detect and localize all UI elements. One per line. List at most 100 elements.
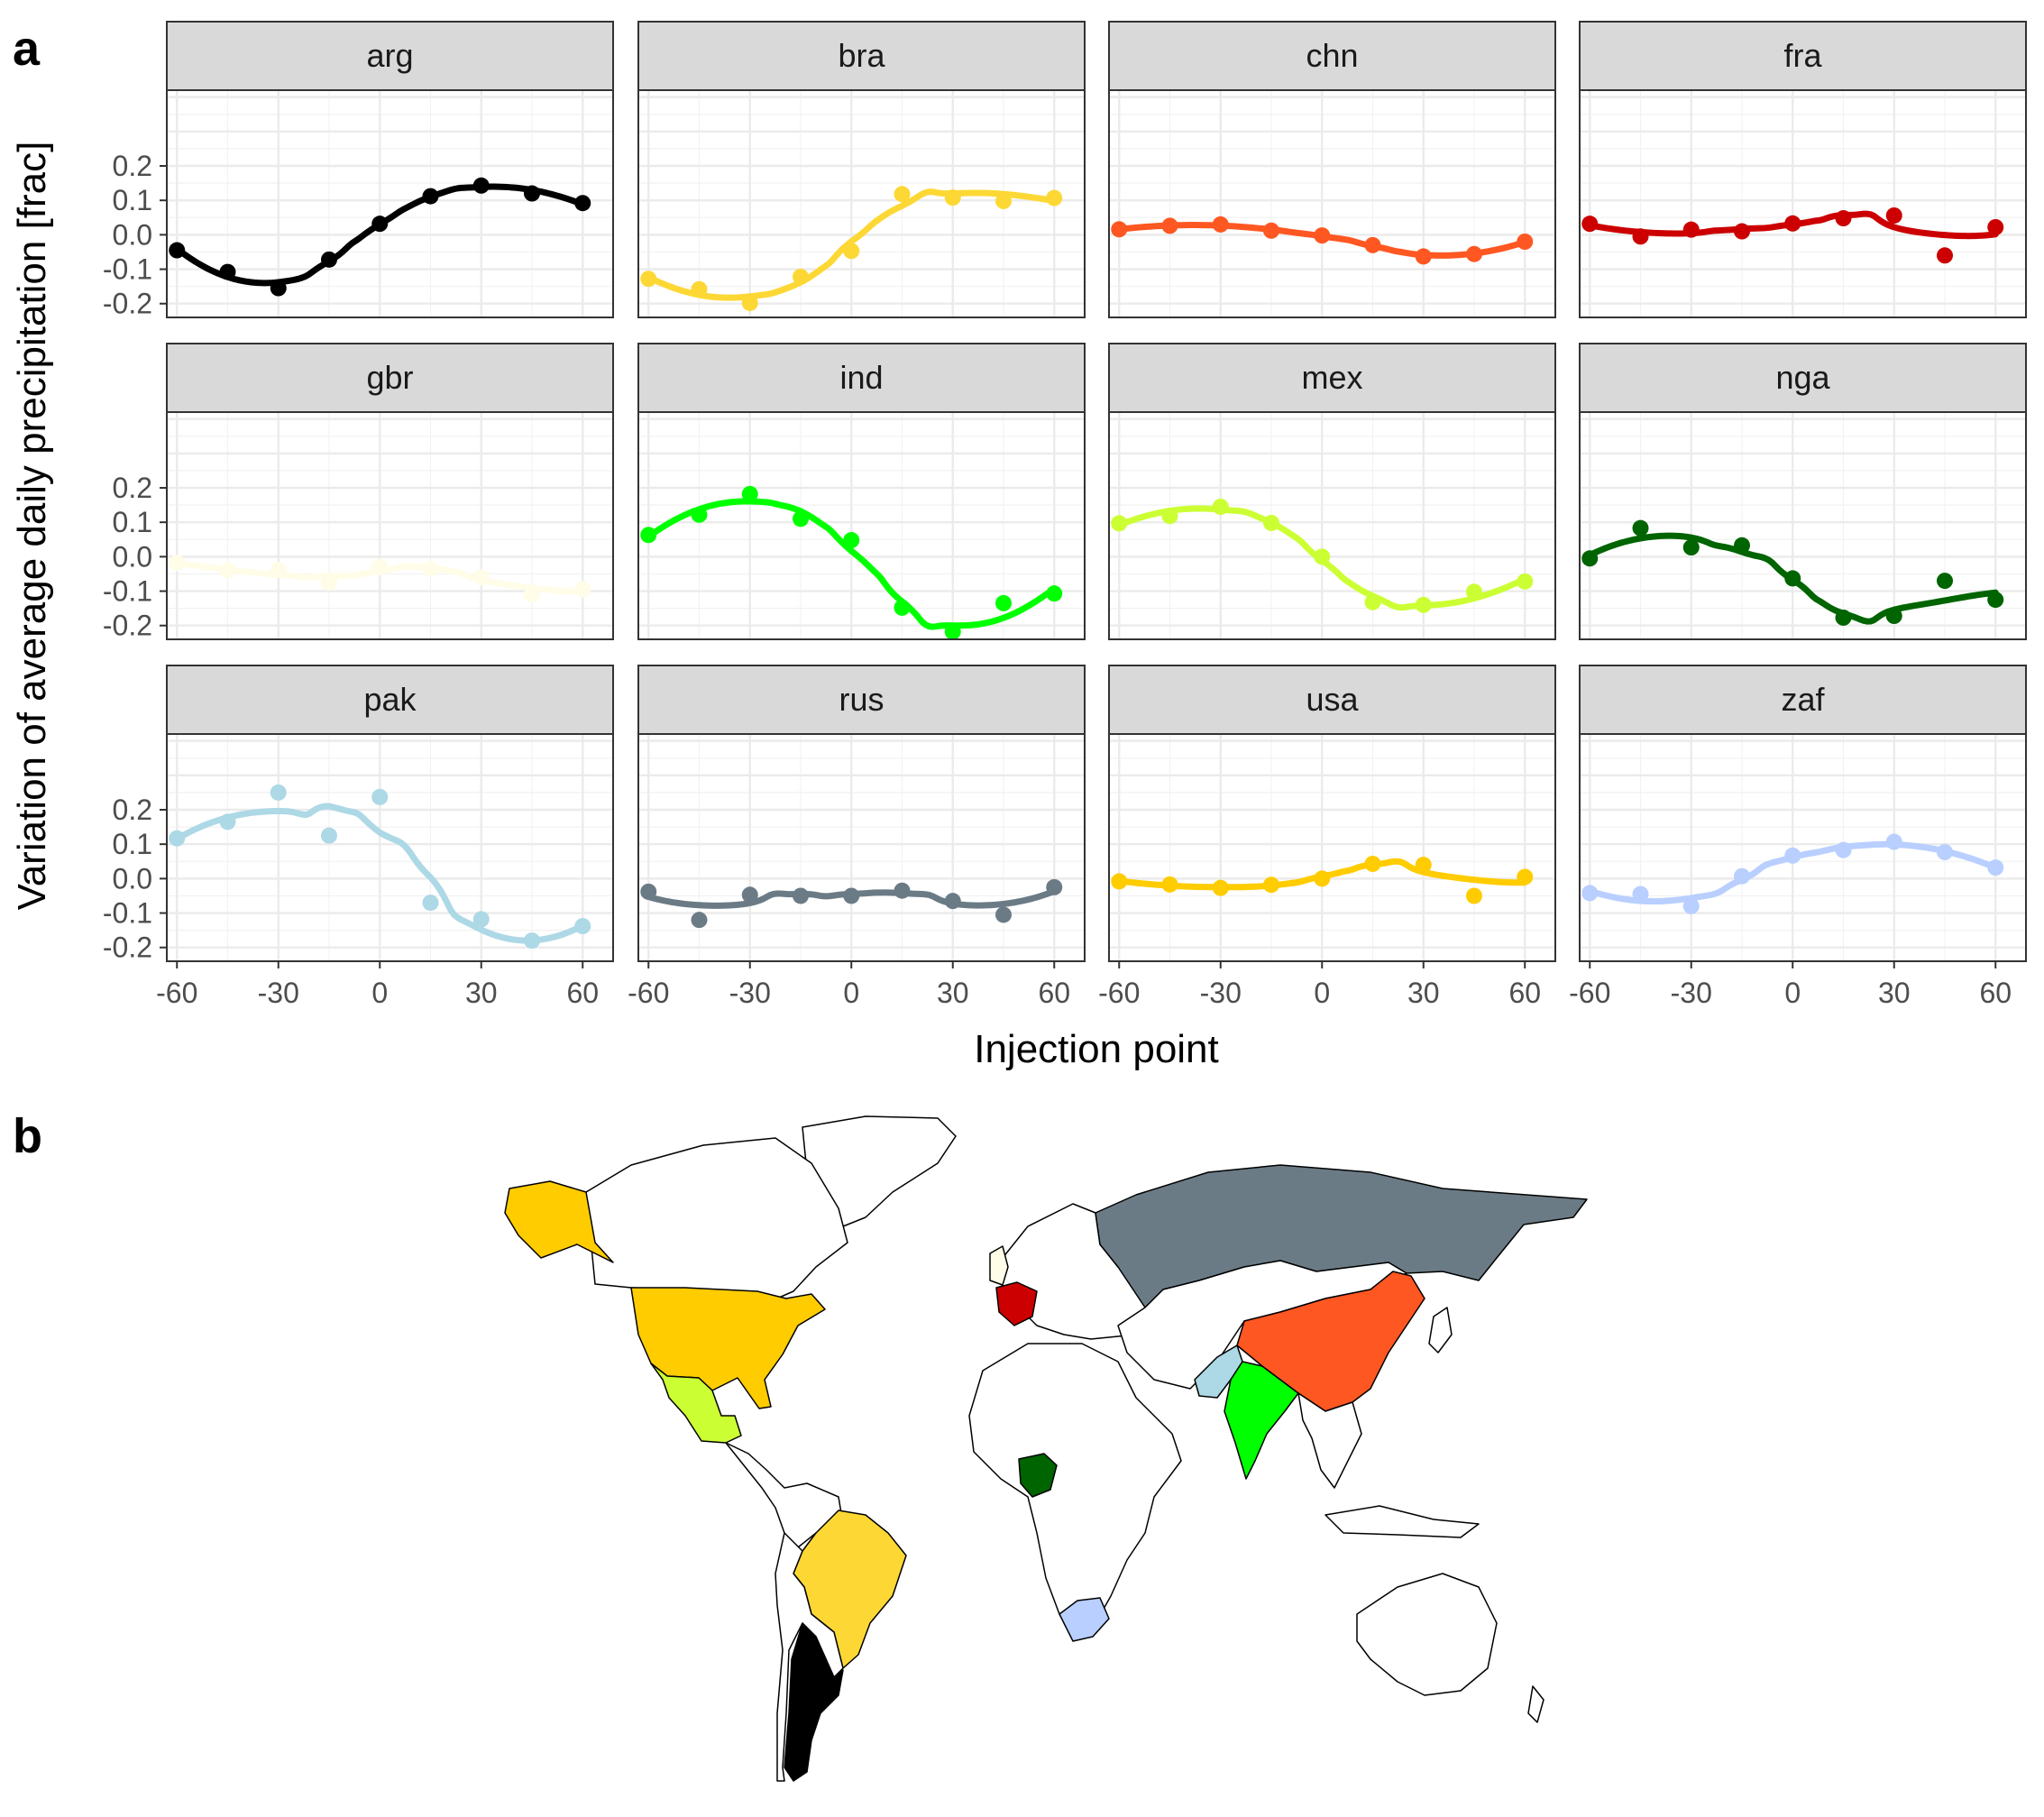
point-pak-45 (524, 932, 540, 950)
facet-strip (166, 21, 614, 91)
panel-border (637, 89, 1086, 318)
y-tick-label: 0.0 (113, 862, 152, 895)
point-ind--45 (691, 506, 708, 523)
facet-strip (637, 343, 1086, 413)
land-canada (585, 1137, 848, 1304)
panel-a-label: a (13, 22, 41, 76)
x-axis-title: Injection point (974, 1027, 1219, 1071)
point-usa--60 (1111, 873, 1128, 890)
point-ind-0 (843, 532, 860, 549)
point-nga-0 (1784, 570, 1801, 587)
point-nga-15 (1835, 609, 1852, 626)
facet-strip-label: zaf (1781, 681, 1825, 718)
point-chn--60 (1111, 221, 1128, 238)
point-bra-15 (894, 186, 911, 203)
point-pak-30 (472, 911, 490, 928)
y-axis-title: Variation of average daily precipitation… (10, 142, 54, 911)
panel-border (166, 733, 614, 962)
x-tick-label: -30 (729, 977, 771, 1009)
country-gbr (989, 1245, 1009, 1286)
point-ind-15 (894, 599, 911, 616)
point-mex-15 (1364, 593, 1381, 610)
point-arg--30 (270, 280, 287, 297)
land-australia (1356, 1573, 1498, 1696)
land-new-zealand (1527, 1685, 1544, 1723)
point-chn-60 (1517, 234, 1534, 250)
point-chn-30 (1415, 248, 1432, 265)
point-rus--15 (793, 887, 809, 904)
point-fra-15 (1835, 210, 1852, 227)
facet-nga: nga (1579, 343, 2027, 640)
point-mex--45 (1161, 508, 1178, 525)
y-tick-label: -0.2 (103, 610, 152, 642)
point-zaf--45 (1632, 886, 1649, 903)
point-rus-45 (995, 906, 1012, 923)
point-mex-45 (1466, 583, 1482, 601)
point-arg--60 (169, 242, 186, 259)
facet-strip-label: chn (1306, 37, 1358, 74)
point-fra-60 (1987, 218, 2004, 235)
point-pak-15 (422, 895, 439, 912)
point-zaf--30 (1682, 897, 1700, 914)
point-arg-15 (422, 188, 439, 205)
facet-arg: arg -0.2-0.10.00.10.2 (103, 21, 614, 320)
x-tick-label: 0 (371, 977, 388, 1009)
x-tick-label: -60 (1098, 977, 1140, 1009)
point-chn--45 (1161, 217, 1178, 234)
facet-strip (166, 665, 614, 735)
point-pak--60 (169, 830, 186, 847)
point-fra-0 (1784, 215, 1801, 232)
point-mex--15 (1263, 514, 1279, 531)
point-rus--30 (741, 886, 758, 904)
y-tick-label: 0.2 (113, 794, 152, 826)
point-usa--30 (1212, 879, 1229, 896)
point-nga-30 (1885, 608, 1902, 625)
point-nga--45 (1632, 519, 1649, 537)
land-indonesia (1324, 1505, 1480, 1538)
point-bra--15 (793, 268, 809, 285)
point-bra-60 (1046, 189, 1063, 206)
land-africa (968, 1343, 1182, 1638)
point-arg--45 (219, 263, 236, 280)
x-tick-label: 60 (1508, 977, 1541, 1009)
point-chn--15 (1263, 222, 1279, 239)
facet-strip (1108, 665, 1556, 735)
point-fra-30 (1885, 206, 1902, 224)
point-usa--45 (1161, 876, 1178, 893)
point-pak--15 (321, 827, 337, 844)
world-map (504, 1115, 1588, 1782)
facet-strip-label: gbr (366, 359, 413, 396)
point-gbr-30 (472, 569, 490, 586)
facet-strip-label: rus (839, 681, 884, 718)
panel-border (166, 89, 614, 318)
trend-line-bra (645, 188, 1058, 301)
point-ind-60 (1046, 585, 1063, 602)
point-arg-0 (371, 216, 389, 233)
point-rus-30 (944, 893, 961, 910)
point-rus-60 (1046, 878, 1063, 895)
point-pak-60 (574, 918, 591, 935)
point-gbr-0 (371, 558, 389, 575)
point-gbr-45 (524, 586, 540, 603)
x-tick-label: -60 (628, 977, 669, 1009)
facet-strip (637, 665, 1086, 735)
point-mex-60 (1517, 573, 1534, 590)
panel-border (1108, 89, 1556, 318)
facet-fra: fra (1579, 21, 2027, 318)
facet-strip (1108, 21, 1556, 91)
point-zaf-60 (1987, 859, 2004, 876)
x-tick-label: 0 (843, 977, 859, 1009)
point-zaf-15 (1835, 841, 1852, 858)
point-mex-0 (1314, 548, 1331, 565)
x-tick-label: -30 (1671, 977, 1712, 1009)
point-zaf--15 (1734, 867, 1750, 885)
y-tick-label: 0.1 (113, 828, 152, 860)
panel-border (1579, 89, 2027, 318)
point-bra--60 (640, 271, 657, 288)
facet-ind: ind (637, 343, 1086, 640)
point-usa-30 (1415, 857, 1432, 874)
point-usa-15 (1364, 855, 1381, 872)
point-ind--30 (741, 485, 758, 502)
point-nga--30 (1682, 539, 1700, 556)
